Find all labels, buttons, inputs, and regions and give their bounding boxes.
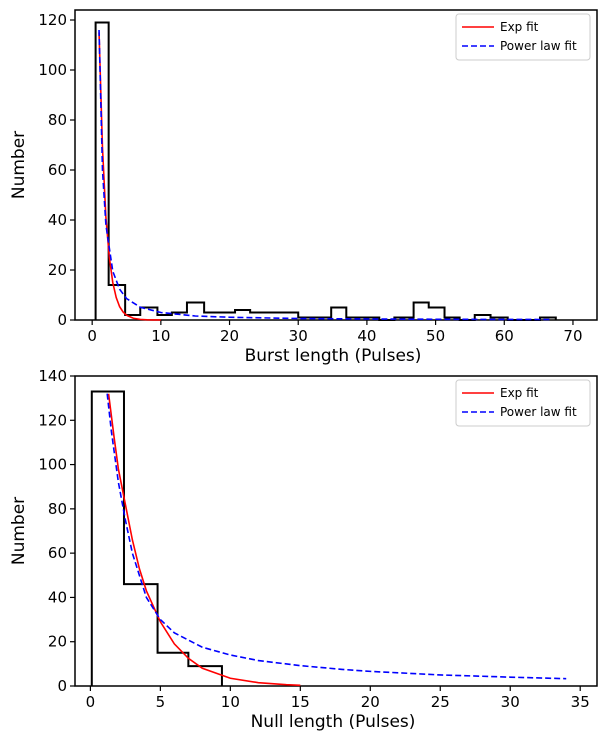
null-legend: Exp fit Power law fit [455,379,591,427]
null-histogram-bar [124,584,158,686]
burst-legend: Exp fit Power law fit [455,13,591,61]
null-x-tick-label: 35 [571,693,590,711]
burst-y-tick-label: 20 [48,261,67,279]
null-x-tick-label: 30 [501,693,520,711]
burst-fit-lines [98,29,553,321]
burst-y-tick-label: 0 [57,311,67,329]
null-y-tick-label: 60 [48,544,67,562]
burst-x-tick-label: 60 [495,327,514,345]
null-histogram-bar [158,653,189,686]
burst-x-axis-label: Burst length (Pulses) [245,346,422,366]
burst-legend-box [455,13,591,61]
burst-y-tick-label: 40 [48,211,67,229]
null-x-ticks: 0 5 10 15 20 25 30 35 [86,686,590,711]
burst-y-axis-label: Number [9,131,29,199]
burst-histogram [94,21,557,321]
burst-y-tick-label: 80 [48,111,67,129]
null-legend-power-label: Power law fit [500,405,577,419]
null-length-panel: 0 5 10 15 20 25 30 35 0 20 40 60 80 100 120 140 Null l… [9,367,598,732]
burst-histogram-bar [235,310,250,320]
burst-histogram-outline [94,21,557,321]
burst-y-ticks: 0 20 40 60 80 100 120 [38,11,75,329]
burst-y-tick-label: 100 [38,61,67,79]
null-y-tick-label: 100 [38,456,67,474]
burst-x-tick-label: 50 [426,327,445,345]
null-y-axis-label: Number [9,497,29,565]
null-y-tick-label: 40 [48,588,67,606]
null-y-tick-label: 0 [57,677,67,695]
null-y-tick-label: 140 [38,367,67,385]
null-histogram-bar [92,392,124,687]
burst-histogram-bar [429,308,445,321]
burst-histogram-bar [414,303,429,321]
null-x-tick-label: 0 [86,693,96,711]
null-plot-frame [74,375,598,687]
burst-histogram-bar [109,285,125,320]
null-legend-box [455,379,591,427]
null-x-tick-label: 20 [361,693,380,711]
burst-power-law-fit-line [98,29,553,321]
burst-length-panel: 0 10 20 30 40 50 60 70 0 20 40 60 80 100 120 Burst le… [9,9,598,366]
null-y-tick-label: 20 [48,633,67,651]
null-legend-exp-label: Exp fit [500,386,539,400]
null-x-tick-label: 25 [431,693,450,711]
null-x-tick-label: 10 [221,693,240,711]
burst-x-tick-label: 30 [289,327,308,345]
burst-x-tick-label: 70 [563,327,582,345]
burst-legend-exp-label: Exp fit [500,20,539,34]
burst-x-tick-label: 10 [151,327,170,345]
null-x-tick-label: 5 [156,693,166,711]
burst-y-tick-label: 60 [48,161,67,179]
null-power-law-fit-line [106,393,567,680]
burst-histogram-bar [250,313,298,321]
null-x-axis-label: Null length (Pulses) [251,712,416,732]
burst-x-tick-label: 40 [357,327,376,345]
null-exp-fit-line [107,393,301,687]
burst-histogram-bar [96,23,109,321]
null-x-tick-label: 15 [291,693,310,711]
null-y-tick-label: 120 [38,411,67,429]
null-fit-lines [106,393,567,687]
null-histogram-outline [90,390,223,686]
null-histogram [90,390,223,687]
burst-plot-frame [74,9,598,321]
burst-y-tick-label: 120 [38,11,67,29]
burst-x-tick-label: 0 [87,327,97,345]
burst-histogram-bar [187,303,204,321]
burst-x-ticks: 0 10 20 30 40 50 60 70 [87,320,583,345]
burst-legend-power-label: Power law fit [500,39,577,53]
burst-x-tick-label: 20 [220,327,239,345]
null-y-ticks: 0 20 40 60 80 100 120 140 [38,367,75,695]
null-y-tick-label: 80 [48,500,67,518]
